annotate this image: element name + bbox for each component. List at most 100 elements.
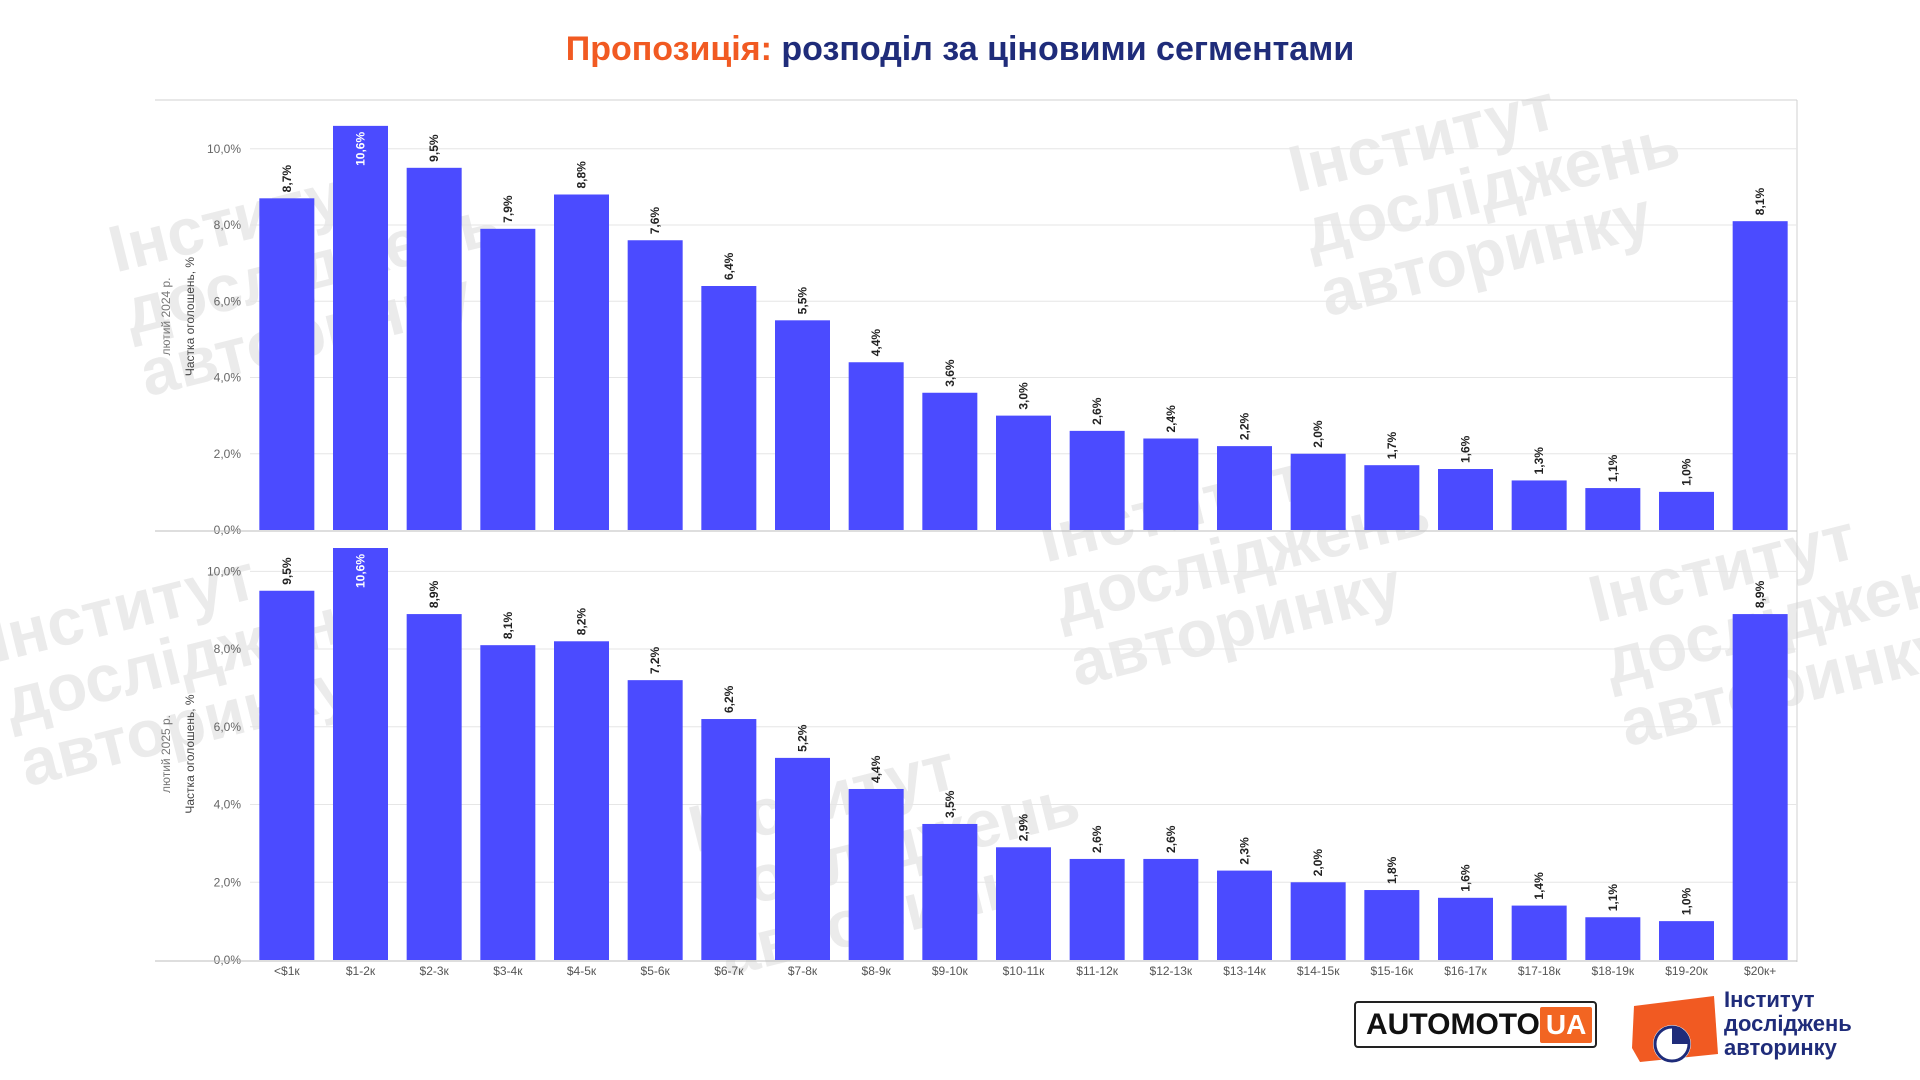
data-label: 6,2% [722, 685, 736, 713]
y-axis-label: Частка оголошень, % [183, 694, 197, 814]
data-label: 1,6% [1459, 435, 1473, 463]
bar [1732, 614, 1788, 960]
bar [1438, 469, 1493, 530]
y-axis-label-period: лютий 2024 р. [159, 277, 173, 355]
data-label: 8,9% [1753, 580, 1767, 608]
automoto-logo-ua: UA [1539, 1006, 1593, 1043]
y-tick-label: 10,0% [207, 564, 241, 578]
x-tick-label: $5-6к [641, 964, 671, 978]
x-tick-label: $8-9к [862, 964, 892, 978]
data-label: 10,6% [354, 554, 368, 588]
bar [406, 614, 462, 960]
bar [627, 240, 683, 530]
bar [1290, 453, 1346, 530]
bar [1511, 905, 1567, 960]
data-label: 6,4% [722, 252, 736, 280]
bar [480, 645, 536, 960]
data-label: 2,0% [1311, 849, 1325, 877]
bar [1585, 917, 1641, 960]
bar [1364, 890, 1420, 960]
bar [848, 788, 904, 960]
data-label: 3,0% [1017, 382, 1031, 410]
institute-logo-line: авторинку [1724, 1035, 1837, 1060]
x-tick-label: $1-2к [346, 964, 376, 978]
bar [259, 590, 315, 960]
x-tick-label: $3-4к [493, 964, 523, 978]
data-label: 1,3% [1532, 447, 1546, 475]
data-label: 10,6% [354, 132, 368, 166]
bar [701, 719, 757, 960]
data-label: 1,0% [1680, 458, 1694, 486]
bar [1143, 438, 1199, 530]
x-tick-label: $4-5к [567, 964, 597, 978]
x-tick-label: $13-14к [1223, 964, 1266, 978]
bar [1069, 430, 1125, 530]
y-tick-label: 8,0% [214, 218, 242, 232]
bar [1290, 882, 1346, 960]
data-label: 2,6% [1164, 825, 1178, 853]
bar [333, 125, 388, 530]
institute-logo-text: Інститут досліджень авторинку [1724, 988, 1852, 1060]
data-label: 2,0% [1311, 420, 1325, 448]
bar [1511, 480, 1567, 530]
bar [1659, 491, 1714, 530]
data-label: 8,2% [575, 608, 589, 636]
data-label: 8,1% [1753, 188, 1767, 216]
data-label: 8,8% [575, 161, 589, 189]
data-label: 8,1% [501, 611, 515, 639]
data-label: 1,4% [1532, 872, 1546, 900]
title-main: розподіл за ціновими сегментами [781, 30, 1355, 68]
x-tick-label: <$1к [274, 964, 300, 978]
institute-logo: Інститут досліджень авторинку [1626, 988, 1896, 1068]
bar [259, 198, 315, 530]
automoto-logo-text: AUTOMOTO [1366, 1007, 1540, 1041]
bar [1069, 858, 1125, 960]
x-tick-label: $11-12к [1076, 964, 1118, 978]
y-tick-label: 10,0% [207, 142, 241, 156]
page-title: Пропозиція: розподіл за ціновими сегмент… [0, 30, 1920, 69]
data-label: 2,2% [1238, 412, 1252, 440]
bar [1659, 921, 1714, 960]
y-tick-label: 0,0% [214, 953, 242, 967]
data-label: 1,8% [1385, 856, 1399, 884]
bar [406, 167, 462, 530]
bar [480, 228, 536, 530]
data-label: 9,5% [427, 134, 441, 162]
data-label: 9,5% [280, 557, 294, 585]
y-axis-label: Частка оголошень, % [183, 257, 197, 377]
automoto-logo: AUTOMOTO UA [1354, 1001, 1597, 1048]
bar [848, 362, 904, 530]
institute-logo-icon [1632, 996, 1718, 1063]
bar [1143, 858, 1199, 960]
x-tick-label: $15-16к [1371, 964, 1414, 978]
title-accent: Пропозиція: [565, 30, 772, 68]
bar [996, 415, 1051, 530]
data-label: 1,1% [1606, 884, 1620, 912]
data-label: 8,9% [427, 580, 441, 608]
bar [775, 320, 830, 530]
bar [996, 847, 1051, 960]
bar [922, 823, 978, 960]
y-tick-label: 0,0% [214, 523, 242, 537]
data-label: 2,4% [1164, 405, 1178, 433]
x-tick-label: $18-19к [1592, 964, 1635, 978]
bar [701, 286, 757, 530]
data-label: 7,6% [648, 207, 662, 235]
data-label: 7,9% [501, 195, 515, 223]
data-label: 4,4% [869, 755, 883, 783]
y-tick-label: 8,0% [214, 642, 242, 656]
x-tick-label: $20к+ [1744, 964, 1776, 978]
bar [1438, 897, 1493, 960]
data-label: 2,6% [1090, 397, 1104, 425]
y-tick-label: 4,0% [214, 798, 242, 812]
data-label: 8,7% [280, 165, 294, 193]
data-label: 5,5% [796, 287, 810, 315]
x-tick-label: $9-10к [932, 964, 969, 978]
data-label: 1,7% [1385, 432, 1399, 460]
y-tick-label: 2,0% [214, 447, 242, 461]
bar [627, 680, 683, 960]
x-tick-label: $7-8к [788, 964, 818, 978]
y-tick-label: 6,0% [214, 294, 242, 308]
x-tick-label: $17-18к [1518, 964, 1561, 978]
